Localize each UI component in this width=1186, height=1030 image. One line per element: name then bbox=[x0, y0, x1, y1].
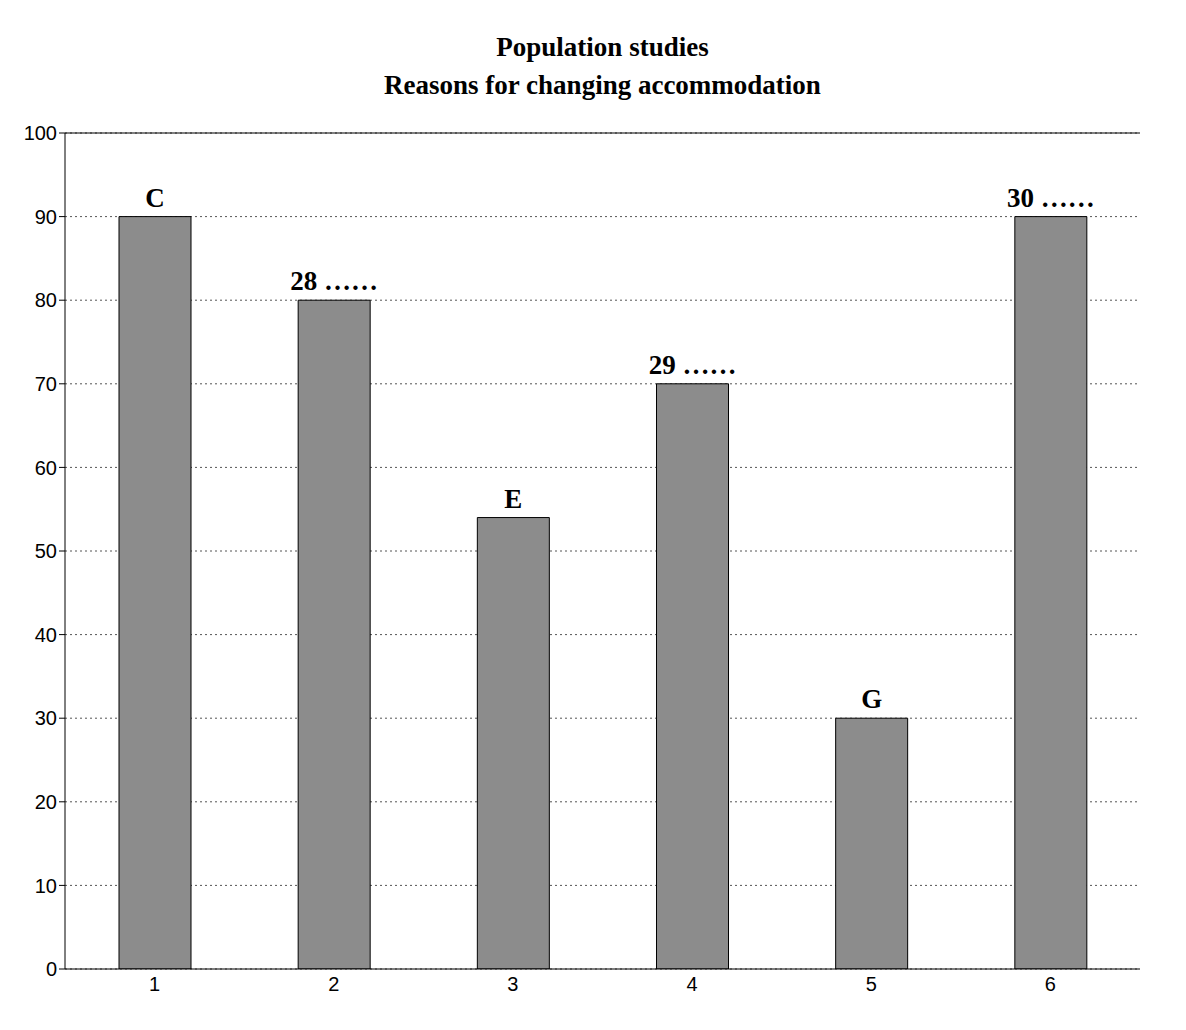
svg-text:20: 20 bbox=[35, 791, 57, 813]
svg-text:5: 5 bbox=[866, 973, 877, 995]
html-text:Population studies: Population studies bbox=[496, 32, 709, 62]
svg-text:4: 4 bbox=[687, 973, 698, 995]
svg-text:6: 6 bbox=[1045, 973, 1056, 995]
svg-text:C: C bbox=[145, 183, 165, 213]
svg-text:90: 90 bbox=[35, 206, 57, 228]
svg-text:60: 60 bbox=[35, 457, 57, 479]
svg-text:29 ……: 29 …… bbox=[649, 350, 737, 380]
svg-text:G: G bbox=[861, 684, 882, 714]
svg-text:10: 10 bbox=[35, 875, 57, 897]
svg-text:30 ……: 30 …… bbox=[1007, 183, 1095, 213]
svg-text:0: 0 bbox=[46, 958, 57, 980]
svg-text:40: 40 bbox=[35, 624, 57, 646]
svg-text:80: 80 bbox=[35, 289, 57, 311]
svg-text:30: 30 bbox=[35, 707, 57, 729]
svg-text:50: 50 bbox=[35, 540, 57, 562]
svg-text:28 ……: 28 …… bbox=[290, 266, 378, 296]
svg-text:2: 2 bbox=[328, 973, 339, 995]
html-text:Reasons for changing accommoda: Reasons for changing accommodation bbox=[384, 70, 821, 100]
svg-text:E: E bbox=[504, 484, 522, 514]
svg-text:100: 100 bbox=[24, 122, 57, 144]
svg-text:70: 70 bbox=[35, 373, 57, 395]
svg-text:1: 1 bbox=[149, 973, 160, 995]
svg-text:3: 3 bbox=[507, 973, 518, 995]
